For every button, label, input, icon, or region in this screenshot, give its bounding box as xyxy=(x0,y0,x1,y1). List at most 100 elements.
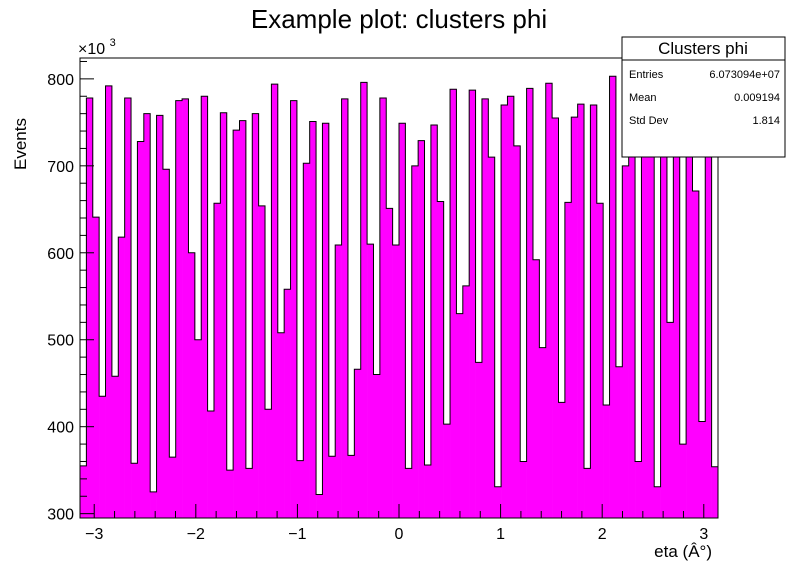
histogram-bin xyxy=(424,464,432,518)
histogram-bin xyxy=(609,76,617,519)
histogram-bin xyxy=(615,366,623,518)
histogram-bin xyxy=(462,285,470,518)
histogram-outline-path xyxy=(79,75,719,518)
histogram-bin xyxy=(481,98,489,518)
histogram-bin xyxy=(258,205,266,518)
histogram-bin xyxy=(603,404,610,518)
histogram-bin xyxy=(169,457,176,518)
histogram-bin xyxy=(392,244,400,518)
histogram-bin xyxy=(450,89,457,518)
histogram-bin xyxy=(265,409,272,518)
histogram-bin xyxy=(105,85,113,519)
histogram-bars xyxy=(80,76,719,519)
histogram-bin xyxy=(143,113,151,519)
histogram-bin xyxy=(316,494,323,518)
y-tick-label: 800 xyxy=(47,72,74,89)
x-tick-label: −2 xyxy=(187,526,205,543)
histogram-bin xyxy=(679,444,687,518)
stats-entries-label: Entries xyxy=(629,69,664,81)
histogram-bin xyxy=(501,104,508,519)
histogram-bin xyxy=(405,468,413,518)
histogram-bin xyxy=(552,118,559,518)
histogram-bin xyxy=(194,339,202,518)
stats-box-title: Clusters phi xyxy=(658,39,748,58)
histogram-bin xyxy=(469,90,476,518)
histogram-bin xyxy=(711,466,719,518)
histogram-bin xyxy=(182,98,189,518)
y-tick-label: 400 xyxy=(47,420,74,437)
y-tick-label: 300 xyxy=(47,507,74,524)
histogram-bin xyxy=(692,191,700,519)
stats-box-frame xyxy=(621,36,786,158)
histogram-bin xyxy=(564,202,572,518)
histogram-bin xyxy=(545,83,553,518)
stats-stddev-label: Std Dev xyxy=(629,115,669,127)
histogram-bin xyxy=(590,104,598,519)
x-axis-label: eta (Â°) xyxy=(654,542,712,561)
x-tick-label: 0 xyxy=(395,526,404,543)
histogram-bin xyxy=(628,99,636,518)
axes: −3 −2 −1 0 1 2 3 300 400 500 600 700 800 xyxy=(47,60,708,543)
histogram-bin xyxy=(539,347,547,518)
y-axis-multiplier: ×10 3 xyxy=(78,37,116,58)
histogram-bin xyxy=(124,98,132,518)
histogram-bin xyxy=(399,123,406,518)
x-tick-label: −3 xyxy=(85,526,103,543)
histogram-bin xyxy=(252,113,259,519)
histogram-bin xyxy=(156,115,164,519)
histogram-bin xyxy=(443,424,451,518)
histogram-bin xyxy=(666,322,674,518)
histogram-bin xyxy=(367,244,374,518)
histogram-bin xyxy=(558,402,566,518)
histogram-bin xyxy=(571,117,578,518)
y-axis-label: Events xyxy=(11,118,30,170)
histogram-bin xyxy=(577,104,585,518)
histogram-bin xyxy=(584,468,591,518)
histogram-bin xyxy=(162,169,170,518)
histogram-bin xyxy=(654,486,661,518)
stats-entries-value: 6.073094e+07 xyxy=(709,69,780,81)
histogram-bin xyxy=(284,289,291,518)
histogram-bin xyxy=(131,463,138,518)
histogram-bin xyxy=(220,112,228,519)
histogram-bin xyxy=(705,90,712,518)
histogram-bin xyxy=(271,84,279,518)
histogram-bin xyxy=(233,130,240,518)
y-multiplier-base: ×10 xyxy=(78,41,105,58)
x-tick-label: 2 xyxy=(598,526,607,543)
histogram-bin xyxy=(596,203,604,518)
stats-mean-label: Mean xyxy=(629,92,657,104)
histogram-bin xyxy=(118,237,125,518)
x-tick-label: −1 xyxy=(288,526,306,543)
x-tick-label: 1 xyxy=(496,526,505,543)
histogram-bin xyxy=(245,468,253,518)
histogram-outline xyxy=(79,75,719,518)
histogram-bin xyxy=(213,203,221,518)
histogram-bin xyxy=(303,163,310,518)
histogram-bin xyxy=(430,124,438,519)
stats-mean-value: 0.009194 xyxy=(734,92,780,104)
histogram-bin xyxy=(92,217,100,518)
histogram-bin xyxy=(347,455,355,518)
histogram-bin xyxy=(309,121,317,518)
histogram-bin xyxy=(686,93,693,519)
histogram-bin xyxy=(328,456,336,518)
histogram-bin xyxy=(86,98,94,518)
histogram-bin xyxy=(239,120,247,518)
histogram-bin xyxy=(373,374,381,518)
histogram-bin xyxy=(647,126,655,519)
histogram-bin xyxy=(520,461,527,518)
histogram-bin xyxy=(111,376,119,518)
histogram-bin xyxy=(507,96,515,519)
histogram-bin xyxy=(411,165,419,518)
histogram-bin xyxy=(360,82,368,518)
chart-title: Example plot: clusters phi xyxy=(251,4,547,34)
y-tick-label: 600 xyxy=(47,246,74,263)
histogram-bin xyxy=(207,411,215,518)
histogram-bin xyxy=(418,140,425,518)
svg-text:×10 3: ×10 3 xyxy=(78,37,116,58)
histogram-bin xyxy=(290,100,298,518)
histogram-bin xyxy=(188,252,196,519)
histogram-bin xyxy=(513,145,521,518)
